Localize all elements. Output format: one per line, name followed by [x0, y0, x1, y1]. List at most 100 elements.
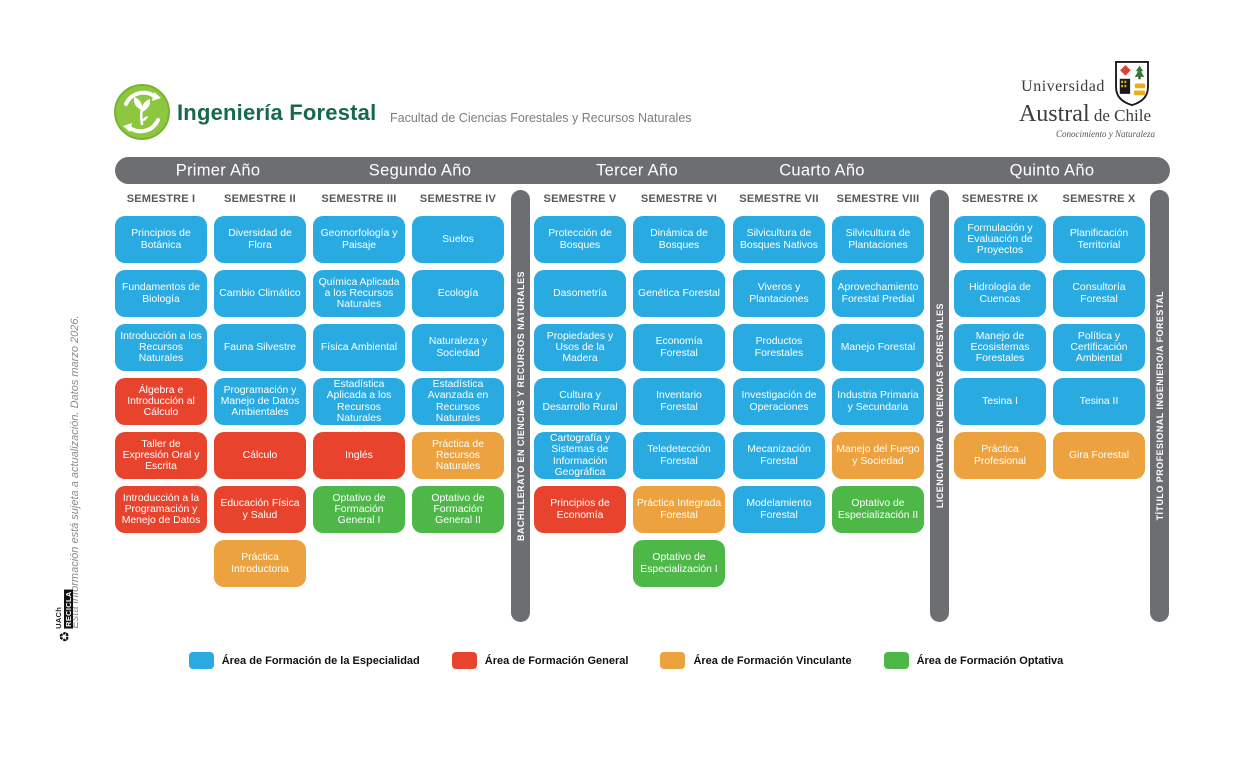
legend-chip [188, 652, 214, 669]
university-name-dechile: de Chile [1093, 106, 1152, 125]
course-box: Manejo Forestal [832, 324, 924, 371]
legend-label: Área de Formación Vinculante [693, 654, 852, 667]
legend-item: Área de Formación Vinculante [660, 652, 852, 669]
semester-column: SEMESTRE VIII Silvicultura de Plantacione… [832, 193, 924, 540]
milestone-bar: LICENCIATURA EN CIENCIAS FORESTALES [930, 190, 949, 622]
course-box: Introducción a los Recursos Naturales [115, 324, 207, 371]
course-box: Cartografía y Sistemas de Información Ge… [534, 432, 626, 479]
course-box: Principios de Economía [534, 486, 626, 533]
year-label: Cuarto Año [779, 161, 865, 179]
milestone-label: TÍTULO PROFESIONAL INGENIERO/A FORESTAL [1154, 291, 1165, 521]
course-box: Productos Forestales [733, 324, 825, 371]
legend-chip [883, 652, 909, 669]
course-box: Política y Certificación Ambiental [1053, 324, 1145, 371]
program-title: Ingeniería Forestal [177, 100, 377, 125]
course-box: Práctica Introductoria [214, 540, 306, 587]
course-box: Protección de Bosques [534, 216, 626, 263]
year-bar: Primer Año Segundo Año Tercer Año Cuarto Añ… [115, 157, 1170, 184]
course-box: Geomorfología y Paisaje [313, 216, 405, 263]
course-box: Inventario Forestal [633, 378, 725, 425]
semester-header: SEMESTRE VIII [836, 193, 920, 205]
recycle-icon: ♻ [56, 630, 72, 643]
course-box: Cambio Climático [214, 270, 306, 317]
course-box: Estadística Aplicada a los Recursos Natu… [313, 378, 405, 425]
semester-header: SEMESTRE III [321, 193, 397, 205]
course-box: Programación y Manejo de Datos Ambiental… [214, 378, 306, 425]
course-box: Naturaleza y Sociedad [412, 324, 504, 371]
semester-column: SEMESTRE IX Formulación y Evaluación de P… [954, 193, 1046, 486]
course-box: Genética Forestal [633, 270, 725, 317]
course-box: Investigación de Operaciones [733, 378, 825, 425]
course-box: Propiedades y Usos de la Madera [534, 324, 626, 371]
semester-column: SEMESTRE III Geomorfología y Paisaje Quími… [313, 193, 405, 540]
course-box: Fauna Silvestre [214, 324, 306, 371]
course-box: Inglés [313, 432, 405, 479]
course-box: Optativo de Formación General II [412, 486, 504, 533]
legend-item: Área de Formación General [451, 652, 629, 669]
university-logo: Universidad Austral de Chile Conoc [1015, 60, 1155, 139]
course-box: Suelos [412, 216, 504, 263]
course-box: Dasometría [534, 270, 626, 317]
course-box: Consultoría Forestal [1053, 270, 1145, 317]
course-box: Gira Forestal [1053, 432, 1145, 479]
course-box: Teledetección Forestal [633, 432, 725, 479]
course-box: Práctica Profesional [954, 432, 1046, 479]
semester-header: SEMESTRE IV [419, 193, 497, 205]
course-box: Cálculo [214, 432, 306, 479]
legend-label: Área de Formación General [484, 654, 629, 667]
course-box: Mecanización Forestal [733, 432, 825, 479]
course-box: Fundamentos de Biología [115, 270, 207, 317]
semester-header: SEMESTRE VI [640, 193, 718, 205]
semester-header: SEMESTRE V [543, 193, 617, 205]
semester-column: SEMESTRE I Principios de Botánica Fundamen… [115, 193, 207, 540]
year-label: Quinto Año [1009, 161, 1095, 179]
course-box: Optativo de Formación General I [313, 486, 405, 533]
course-box: Álgebra e Introducción al Cálculo [115, 378, 207, 425]
semester-header: SEMESTRE X [1062, 193, 1136, 205]
recicla-bottom-label: RECICLA [63, 589, 73, 629]
course-box: Cultura y Desarrollo Rural [534, 378, 626, 425]
semester-column: SEMESTRE X Planificación Territorial Consu… [1053, 193, 1145, 486]
legend-label: Área de Formación de la Especialidad [221, 654, 420, 667]
milestone-label: LICENCIATURA EN CIENCIAS FORESTALES [934, 303, 945, 509]
year-label: Segundo Año [368, 161, 472, 179]
course-box: Tesina II [1053, 378, 1145, 425]
course-box: Planificación Territorial [1053, 216, 1145, 263]
course-box: Práctica Integrada Forestal [633, 486, 725, 533]
course-box: Dinámica de Bosques [633, 216, 725, 263]
faculty-subtitle: Facultad de Ciencias Forestales y Recurs… [390, 111, 692, 125]
legend-chip [451, 652, 477, 669]
milestone-bar: TÍTULO PROFESIONAL INGENIERO/A FORESTAL [1150, 190, 1169, 622]
semester-column: SEMESTRE II Diversidad de Flora Cambio Cli… [214, 193, 306, 594]
course-box: Práctica de Recursos Naturales [412, 432, 504, 479]
uach-recicla-logo: ♻ UACh RECICLA [54, 589, 73, 643]
course-box: Introducción a la Programación y Menejo … [115, 486, 207, 533]
course-box: Física Ambiental [313, 324, 405, 371]
semester-column: SEMESTRE VII Silvicultura de Bosques Nati… [733, 193, 825, 540]
program-logo-icon [114, 84, 170, 140]
university-name-austral: Austral [1018, 101, 1090, 127]
course-box: Tesina I [954, 378, 1046, 425]
course-box: Hidrología de Cuencas [954, 270, 1046, 317]
milestone-label: BACHILLERATO EN CIENCIAS Y RECURSOS NATU… [515, 271, 526, 541]
course-box: Taller de Expresión Oral y Escrita [115, 432, 207, 479]
legend-chip [660, 652, 686, 669]
university-crest-icon [1113, 60, 1151, 107]
course-box: Estadística Avanzada en Recursos Natural… [412, 378, 504, 425]
legend-item: Área de Formación Optativa [883, 652, 1063, 669]
course-box: Principios de Botánica [115, 216, 207, 263]
semester-header: SEMESTRE II [224, 193, 296, 205]
university-motto: Conocimiento y Naturaleza [1056, 129, 1155, 139]
course-box: Aprovechamiento Forestal Predial [832, 270, 924, 317]
course-box: Formulación y Evaluación de Proyectos [954, 216, 1046, 263]
semester-header: SEMESTRE IX [961, 193, 1039, 205]
update-note: Esta información está sujeta a actualiza… [69, 315, 81, 629]
course-box: Educación Física y Salud [214, 486, 306, 533]
course-box: Silvicultura de Bosques Nativos [733, 216, 825, 263]
recicla-top-label: UACh [54, 606, 63, 629]
course-box: Modelamiento Forestal [733, 486, 825, 533]
course-box: Química Aplicada a los Recursos Naturale… [313, 270, 405, 317]
year-label: Tercer Año [596, 161, 678, 179]
course-box: Economía Forestal [633, 324, 725, 371]
